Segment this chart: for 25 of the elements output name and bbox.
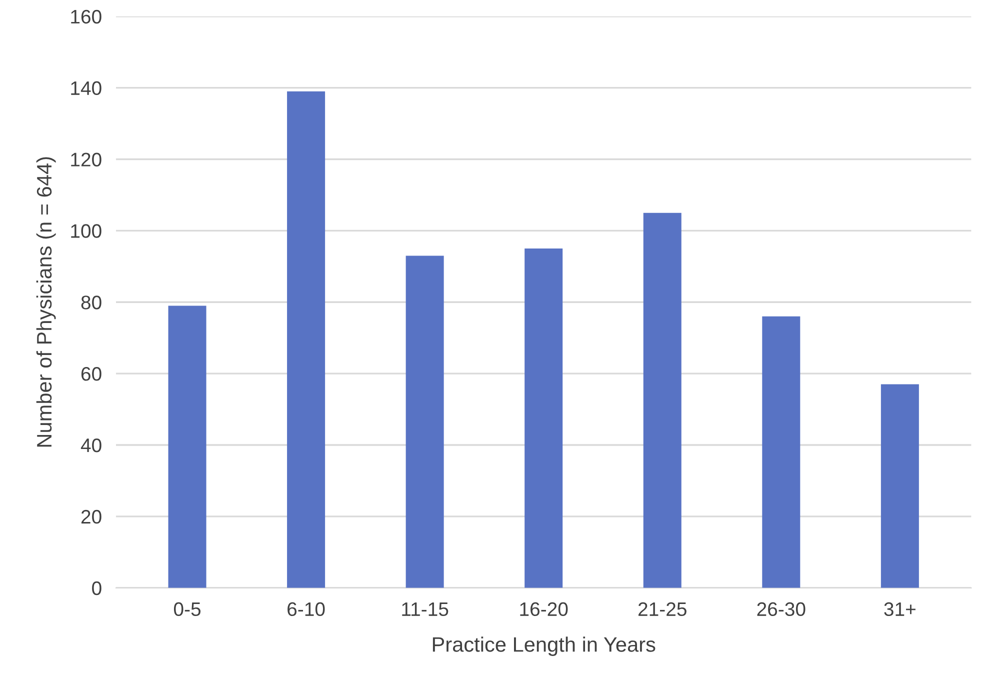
y-tick-label: 80 [81,296,102,310]
x-axis-title: Practice Length in Years [432,636,656,656]
y-axis-title: Number of Physicians (n = 644) [36,157,56,447]
y-tick-label: 40 [80,438,102,452]
x-tick-label: 11-15 [402,602,448,616]
y-tick-label: 120 [71,152,102,166]
y-tick-label: 100 [71,224,102,238]
bar [524,248,563,588]
x-tick-label: 16-20 [520,602,568,616]
y-tick-label: 60 [81,367,102,381]
x-tick-label: 31+ [884,602,916,616]
bar [762,316,800,588]
y-tick-label: 0 [92,581,102,596]
bar [643,212,682,588]
bar [880,384,919,588]
bar [406,256,444,588]
bar [168,306,206,588]
x-tick-label: 6-10 [288,602,325,616]
x-tick-label: 21-25 [638,602,686,616]
y-tick-label: 160 [71,10,102,24]
y-tick-label: 140 [71,81,102,96]
x-tick-label: 0-5 [174,602,200,616]
y-tick-label: 20 [81,510,102,524]
bar [287,91,326,588]
x-tick-label: 26-30 [757,602,806,616]
